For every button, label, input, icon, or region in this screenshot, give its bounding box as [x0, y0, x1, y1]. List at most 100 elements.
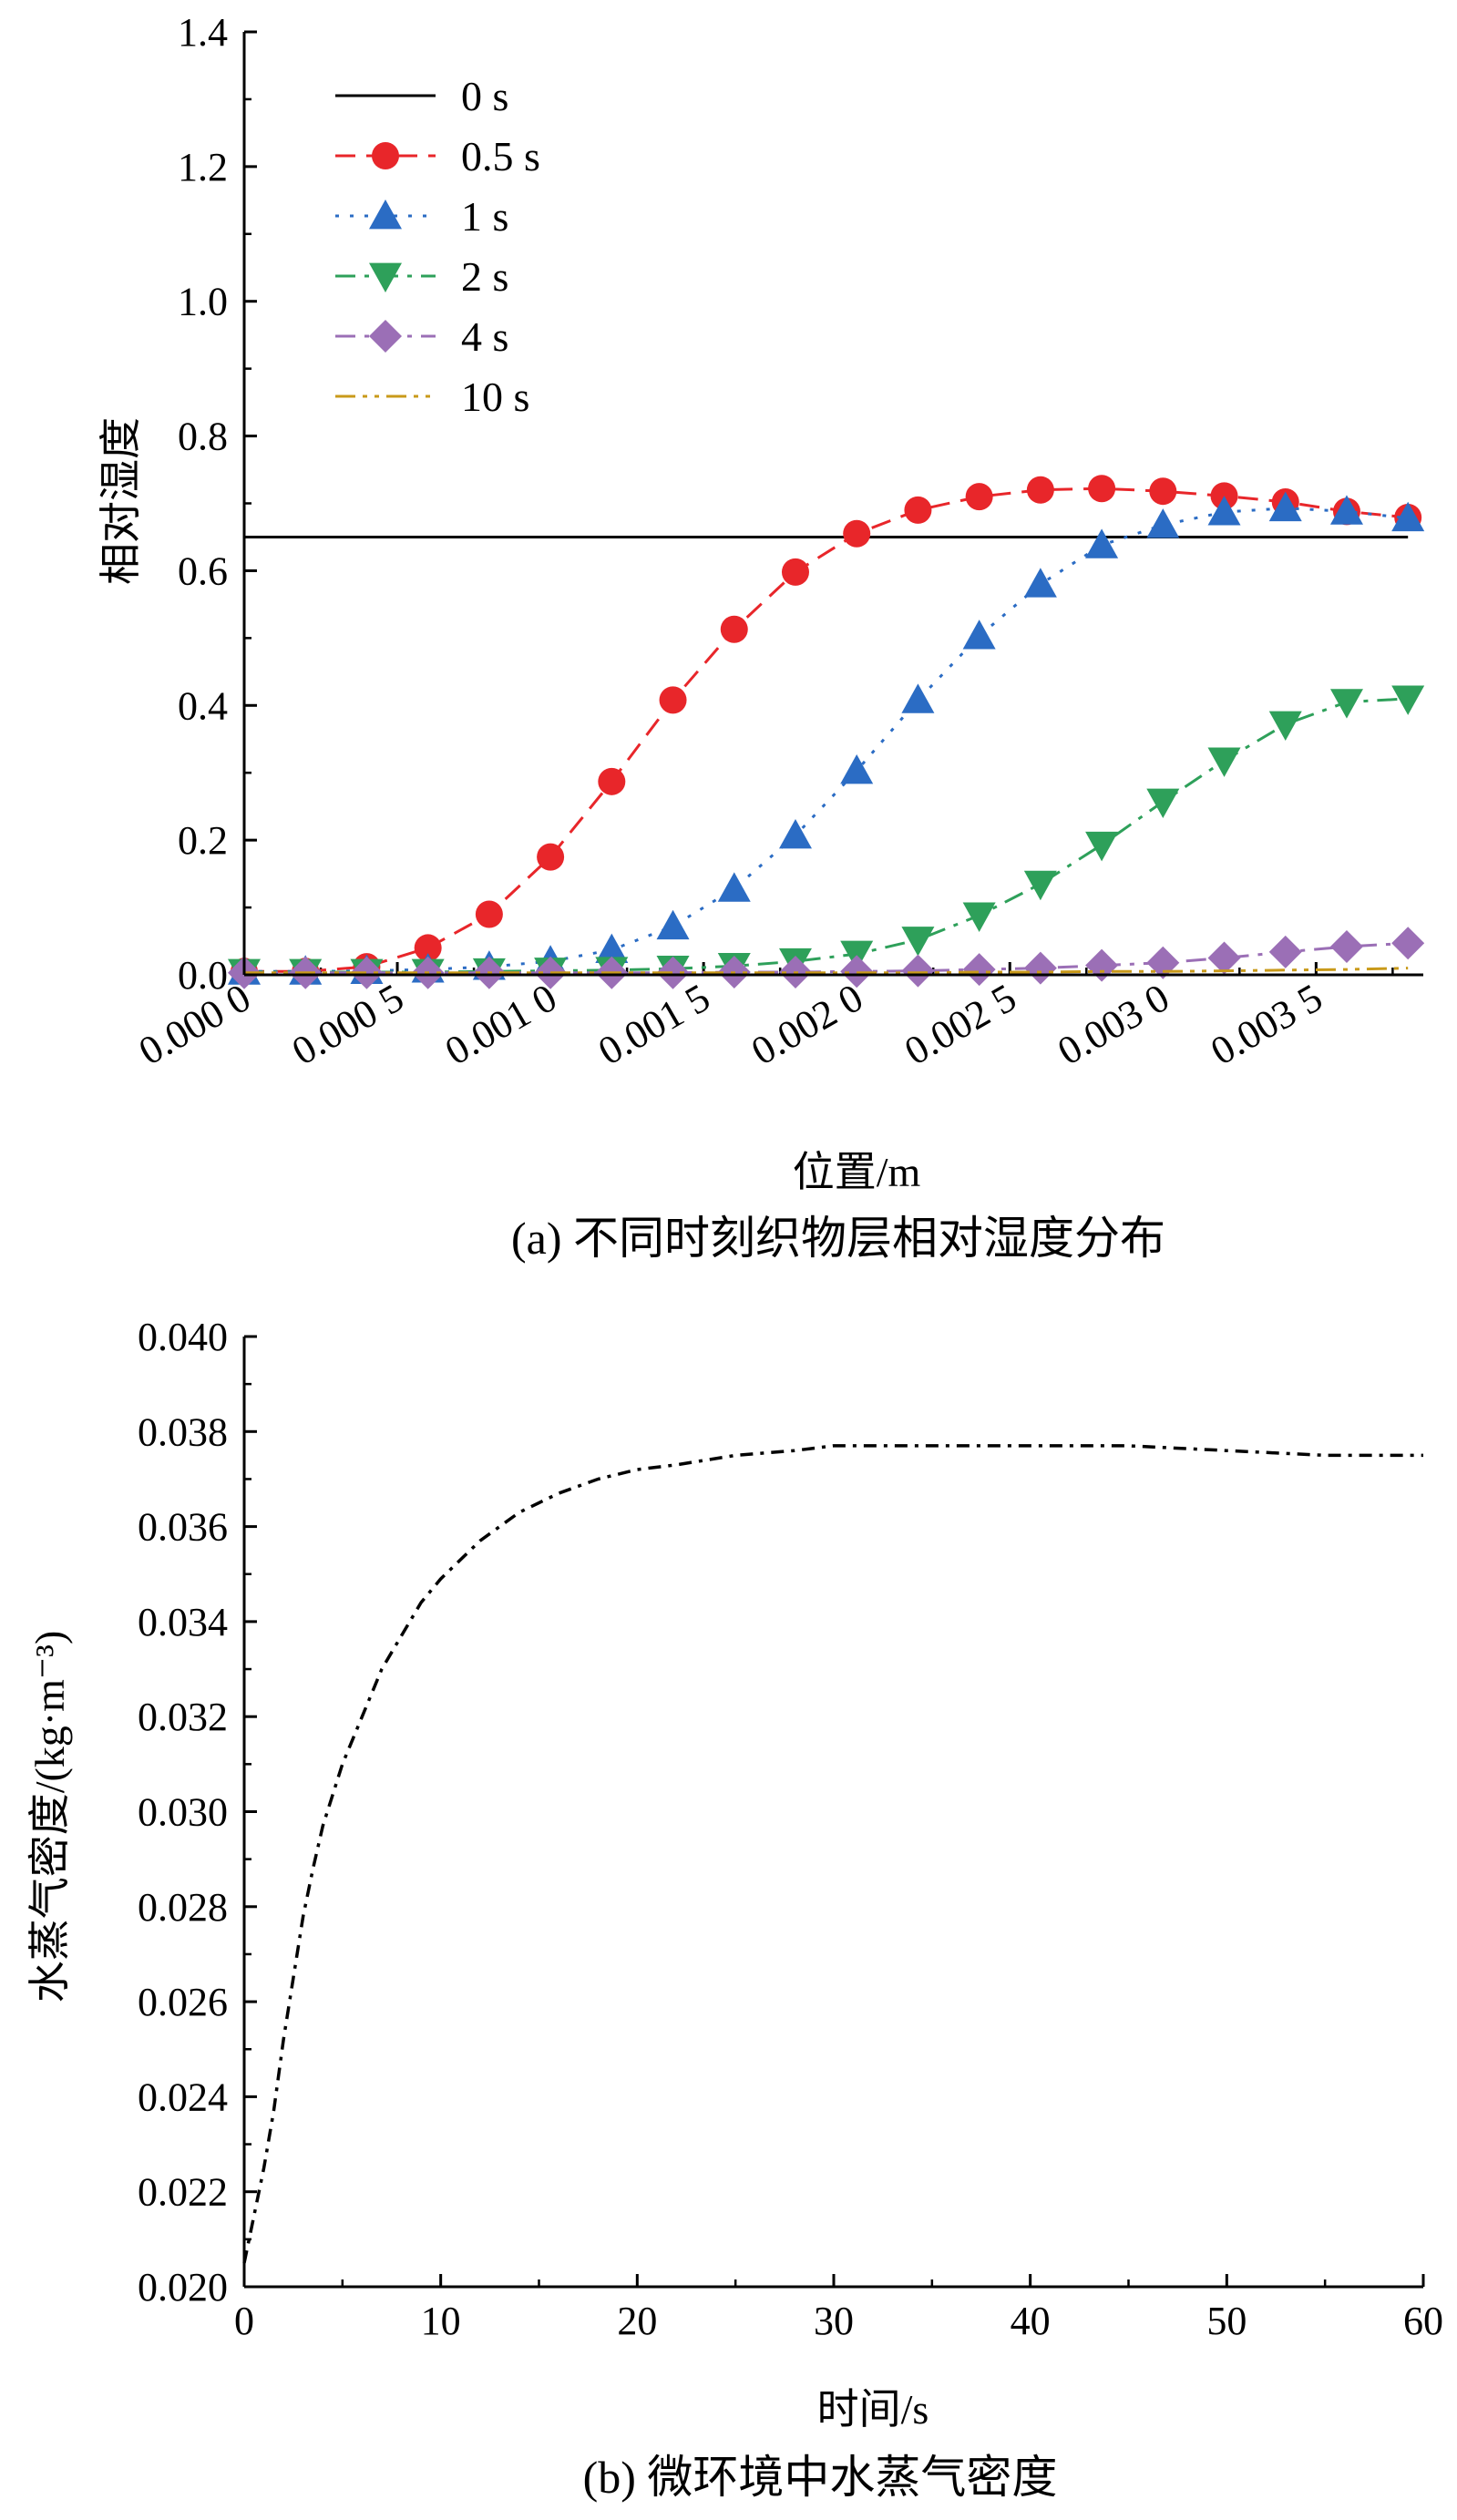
panel-a-y-tick-label: 0.4 [178, 683, 228, 728]
legend-label-3: 2 s [461, 253, 508, 300]
panel-a-y-tick-label: 0.0 [178, 953, 228, 998]
panel-a-series-2-point [1391, 501, 1425, 532]
panel-a-y-tick-label: 0.6 [178, 548, 228, 593]
panel-b-x-tick-label: 40 [1011, 2299, 1051, 2343]
panel-a-series-4-point [1268, 935, 1302, 968]
panel-a-series-1-point [537, 843, 565, 871]
panel-b-y-tick-label: 0.030 [138, 1790, 228, 1835]
panel-a-series-4-point [1207, 941, 1241, 975]
legend-label-0: 0 s [461, 73, 508, 119]
panel-a-series-1-point [414, 934, 442, 962]
panel-a-series-4-point [1329, 929, 1363, 963]
panel-a-series-2-point [1207, 496, 1241, 526]
legend-marker-2 [369, 200, 402, 230]
panel-a-legend: 0 s 0.5 s 1 s 2 s 4 s 10 s [335, 73, 540, 420]
panel-a-series-4-point [656, 956, 690, 989]
panel-b-y-axis-label: 水蒸气密度/(kg·m⁻³) [26, 1631, 73, 2003]
panel-a-relative-humidity: 0.00.20.40.60.81.01.21.40.000 0 0.000 5 0.… [97, 10, 1425, 1264]
panel-a-series-2-point [901, 683, 935, 713]
panel-a-caption: (a) 不同时刻织物层相对湿度分布 [511, 1213, 1165, 1264]
panel-a-series-line-3 [244, 697, 1409, 974]
panel-b-x-tick-label: 30 [814, 2299, 854, 2343]
panel-a-series-2-point [1023, 568, 1057, 598]
panel-a-x-tick-label: 0.002 5 [897, 975, 1023, 1073]
panel-a-series-line-5 [244, 967, 1409, 975]
panel-a-series-1-point [1088, 475, 1116, 503]
panel-a-series [228, 475, 1425, 989]
panel-a-x-tick-label: 0.001 5 [590, 975, 717, 1073]
panel-a-series-2-point [1085, 528, 1119, 558]
panel-a-series-2-point [962, 620, 996, 650]
legend-marker-4 [369, 320, 402, 353]
panel-a-series-2-point [778, 818, 812, 849]
panel-b-y-tick-label: 0.026 [138, 1980, 228, 2024]
panel-b-y-tick-label: 0.032 [138, 1695, 228, 1739]
panel-a-x-tick-label: 0.003 0 [1050, 975, 1176, 1073]
panel-a-series-1-point [781, 558, 809, 586]
panel-a-series-2-point [1268, 491, 1302, 522]
panel-a-series-line-2 [244, 507, 1409, 973]
panel-a-axes [242, 32, 1423, 977]
panel-a-series-1-point [598, 767, 626, 795]
panel-a-series-3-point [1023, 870, 1057, 901]
panel-b-series [242, 1444, 1423, 2264]
panel-a-y-axis-label: 相对湿度 [97, 417, 144, 585]
panel-b-axis-ticks: 0.020 0.022 0.024 0.026 0.028 0.030 0.032 0.034… [138, 1315, 1443, 2343]
panel-a-series-1-point [904, 496, 932, 524]
panel-b-y-tick-label: 0.034 [138, 1600, 228, 1644]
panel-a-series-3-point [1085, 831, 1119, 862]
panel-a-series-1-point [843, 519, 871, 548]
panel-b-vapor-density: 0.020 0.022 0.024 0.026 0.028 0.030 0.032 0.034… [26, 1315, 1443, 2503]
legend-label-1: 0.5 s [461, 133, 540, 179]
panel-a-series-3-point [1268, 711, 1302, 741]
panel-a-series-3-point [901, 927, 935, 957]
panel-b-y-tick-label: 0.038 [138, 1409, 228, 1454]
panel-a-series-4-point [1023, 951, 1057, 985]
panel-a-y-tick-label: 1.2 [178, 145, 228, 190]
panel-b-x-tick-label: 10 [421, 2299, 461, 2343]
panel-a-series-1-point [1026, 476, 1054, 504]
legend-label-5: 10 s [461, 374, 529, 420]
legend-marker-1 [372, 142, 399, 169]
panel-a-series-4-point [962, 953, 996, 987]
panel-a-series-4-point [350, 956, 384, 989]
panel-a-series-2-point [840, 753, 874, 784]
panel-b-caption: (b) 微环境中水蒸气密度 [583, 2452, 1058, 2503]
panel-b-x-axis-label: 时间/s [817, 2386, 929, 2433]
panel-a-y-tick-label: 1.0 [178, 280, 228, 324]
panel-a-x-tick-label: 0.001 0 [437, 975, 564, 1073]
panel-a-series-1-point [1149, 477, 1177, 506]
panel-a-series-1-point [659, 686, 687, 714]
panel-a-series-2-point [1146, 508, 1180, 538]
panel-a-x-tick-label: 0.003 5 [1204, 975, 1330, 1073]
legend-marker-3 [369, 262, 402, 292]
panel-a-series-2-point [656, 909, 690, 940]
panel-a-series-2-point [1329, 495, 1363, 525]
panel-a-series-4-point [1085, 948, 1119, 982]
panel-a-series-3-point [1207, 747, 1241, 777]
panel-b-y-tick-label: 0.020 [138, 2265, 228, 2310]
panel-a-series-3-point [1146, 788, 1180, 819]
panel-a-series-3-point [962, 902, 996, 932]
panel-a-x-tick-label: 0.002 0 [744, 975, 870, 1073]
panel-a-series-4-point [1391, 927, 1425, 960]
panel-a-series-4-point [901, 954, 935, 988]
panel-b-y-tick-label: 0.022 [138, 2170, 228, 2215]
panel-b-x-tick-label: 50 [1206, 2299, 1247, 2343]
panel-a-y-tick-label: 1.4 [178, 10, 228, 55]
panel-b-x-tick-label: 0 [234, 2299, 254, 2343]
legend-label-4: 4 s [461, 313, 508, 360]
panel-a-series-1-point [720, 615, 748, 643]
panel-a-series-2-point [717, 872, 751, 902]
panel-a-series-2-point [595, 933, 629, 964]
panel-a-series-1-point [475, 900, 503, 928]
panel-b-x-tick-label: 60 [1403, 2299, 1443, 2343]
panel-a-x-axis-label: 位置/m [793, 1149, 921, 1195]
panel-b-series-line-0 [242, 1444, 1423, 2264]
panel-b-y-tick-label: 0.036 [138, 1505, 228, 1550]
legend-label-2: 1 s [461, 193, 508, 240]
panel-a-y-tick-label: 0.2 [178, 818, 228, 863]
panel-b-axes [242, 1337, 1423, 2289]
panel-a-axis-ticks: 0.00.20.40.60.81.01.21.40.000 0 0.000 5 0.… [131, 10, 1394, 1074]
